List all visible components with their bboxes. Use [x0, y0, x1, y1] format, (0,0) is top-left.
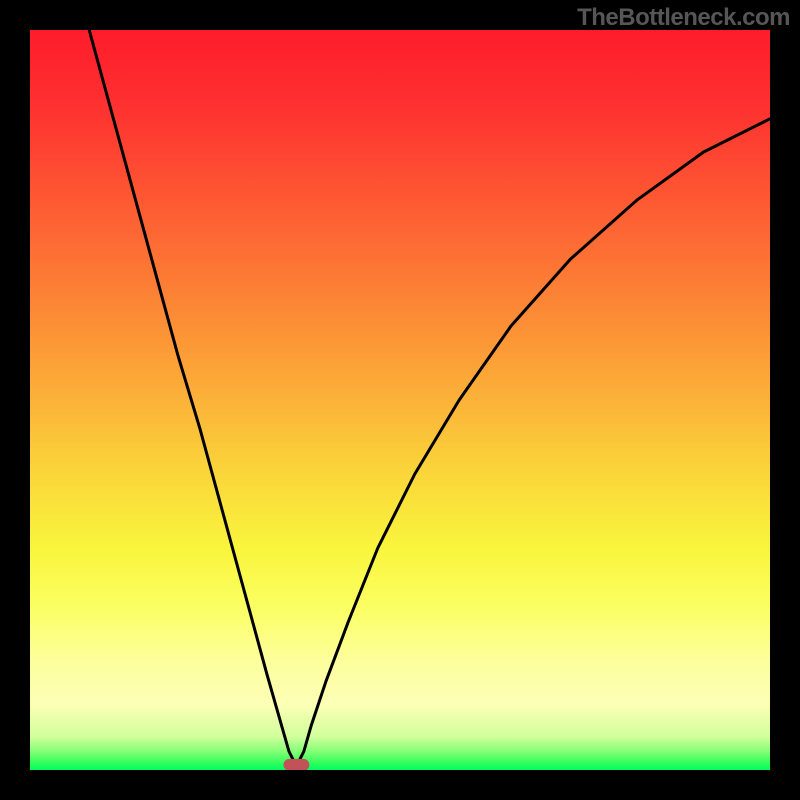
gradient-background [30, 30, 770, 770]
watermark-text: TheBottleneck.com [577, 4, 790, 32]
plot-area [30, 30, 770, 770]
chart-container: TheBottleneck.com [0, 0, 800, 800]
plot-svg [30, 30, 770, 770]
optimal-marker [283, 759, 309, 770]
